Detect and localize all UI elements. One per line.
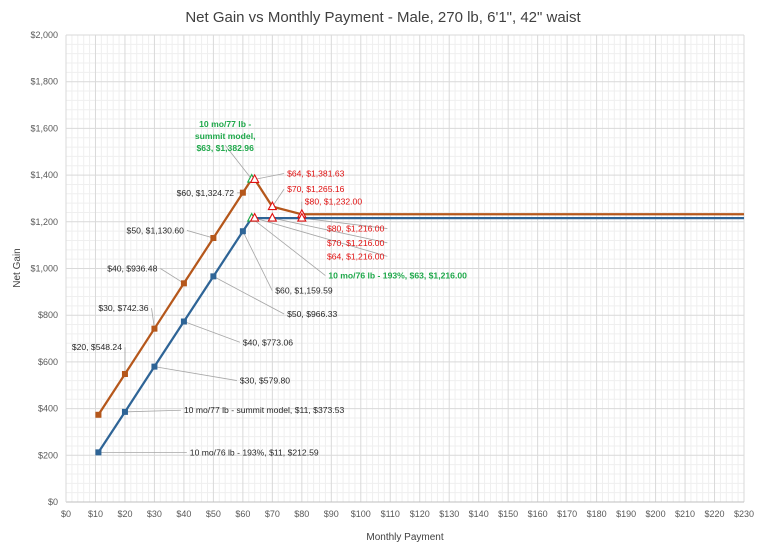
leader-line	[124, 409, 181, 413]
x-tick-label: $50	[206, 509, 221, 519]
x-tick-label: $80	[294, 509, 309, 519]
square-marker-orange	[151, 325, 158, 332]
axes: $0 $10 $20 $30 $40 $50 $60 $70 $80 $90 $100 $110 $12…	[30, 30, 754, 519]
y-tick-label: $0	[48, 497, 58, 507]
data-label: $64, $1,381.63	[287, 168, 345, 178]
square-marker-orange	[210, 235, 217, 242]
data-label: $30, $742.36	[98, 303, 148, 313]
x-tick-label: $60	[235, 509, 250, 519]
triangle-marker-red	[249, 212, 260, 222]
square-marker-orange	[121, 370, 128, 377]
x-tick-label: $160	[528, 509, 548, 519]
x-tick-label: $10	[88, 509, 103, 519]
chart-title: Net Gain vs Monthly Payment - Male, 270 …	[185, 9, 581, 26]
data-label: 10 mo/77 lb - summit model, $11, $373.53	[184, 405, 345, 415]
leader-line	[160, 268, 185, 284]
square-marker-blue	[180, 318, 187, 325]
data-label: $20, $548.24	[72, 342, 122, 352]
square-marker-blue	[95, 449, 102, 456]
x-tick-label: $30	[147, 509, 162, 519]
triangle-marker-red	[267, 212, 278, 222]
x-tick-label: $140	[469, 509, 489, 519]
data-label: 10 mo/76 lb - 193%, $11, $212.59	[190, 447, 319, 457]
leader-line	[213, 276, 285, 315]
x-tick-label: $0	[61, 509, 71, 519]
x-tick-label: $200	[646, 509, 666, 519]
data-label: $63, $1,382.96	[197, 143, 255, 153]
x-tick-label: $120	[410, 509, 430, 519]
x-tick-label: $220	[705, 509, 725, 519]
leader-line	[154, 366, 237, 381]
square-marker-orange	[239, 189, 246, 196]
x-tick-label: $180	[587, 509, 607, 519]
square-marker-blue	[151, 363, 158, 370]
markers	[95, 173, 307, 456]
grid	[65, 34, 745, 503]
x-tick-label: $20	[117, 509, 132, 519]
x-tick-label: $110	[381, 509, 400, 519]
data-label: summit model,	[195, 131, 256, 141]
square-marker-blue	[239, 228, 246, 235]
leader-lines	[98, 144, 388, 453]
data-label: $50, $1,130.60	[127, 225, 185, 235]
y-tick-label: $2,000	[30, 30, 58, 40]
x-tick-label: $210	[675, 509, 695, 519]
leader-line	[224, 144, 253, 180]
leader-line	[186, 230, 214, 239]
x-tick-label: $40	[176, 509, 191, 519]
square-marker-blue	[210, 273, 217, 280]
data-label: $30, $579.80	[240, 376, 290, 386]
x-axis-title: Monthly Payment	[366, 532, 443, 543]
leader-line	[254, 173, 285, 180]
data-label: $70, $1,265.16	[287, 184, 345, 194]
square-marker-orange	[95, 411, 102, 418]
data-label: $64, $1,216.00	[327, 251, 385, 261]
x-tick-label: $230	[734, 509, 754, 519]
data-label: $40, $773.06	[243, 337, 293, 347]
data-label: $70, $1,216.00	[327, 238, 385, 248]
data-label: $50, $966.33	[287, 309, 337, 319]
data-label: $60, $1,159.59	[275, 286, 333, 296]
y-tick-label: $400	[38, 404, 58, 414]
y-tick-label: $800	[38, 310, 58, 320]
leader-line	[251, 217, 326, 276]
y-tick-label: $600	[38, 357, 58, 367]
y-tick-label: $1,600	[30, 123, 58, 133]
y-tick-label: $1,400	[30, 170, 58, 180]
x-tick-label: $70	[265, 509, 280, 519]
data-label: $40, $936.48	[107, 264, 157, 274]
data-label: $60, $1,324.72	[177, 188, 235, 198]
triangle-marker-red	[267, 200, 278, 211]
square-marker-blue	[121, 408, 128, 415]
leader-line	[183, 321, 241, 343]
data-labels: 10 mo/76 lb - 193%, $11, $212.59 10 mo/77…	[72, 119, 467, 457]
y-tick-label: $1,200	[30, 217, 58, 227]
data-label: 10 mo/76 lb - 193%, $63, $1,216.00	[328, 271, 467, 281]
x-tick-label: $170	[557, 509, 577, 519]
x-tick-label: $90	[324, 509, 339, 519]
x-tick-label: $100	[351, 509, 371, 519]
x-tick-label: $190	[616, 509, 636, 519]
square-marker-orange	[180, 280, 187, 287]
leader-line	[254, 217, 388, 257]
leader-line	[272, 217, 388, 244]
y-tick-label: $200	[38, 450, 58, 460]
triangle-marker-red	[296, 212, 307, 222]
y-tick-label: $1,000	[30, 264, 58, 274]
y-tick-label: $1,800	[30, 77, 58, 87]
data-label: $80, $1,232.00	[305, 197, 363, 207]
leader-line	[151, 308, 155, 329]
data-label: 10 mo/77 lb -	[199, 119, 251, 129]
leader-line	[301, 217, 388, 229]
leader-line	[242, 231, 273, 291]
leader-line	[272, 188, 285, 207]
triangle-marker-red	[249, 173, 260, 183]
data-label: $80, $1,216.00	[327, 224, 385, 234]
x-tick-label: $150	[498, 509, 518, 519]
x-tick-label: $130	[439, 509, 459, 519]
y-axis-title: Net Gain	[12, 248, 23, 287]
